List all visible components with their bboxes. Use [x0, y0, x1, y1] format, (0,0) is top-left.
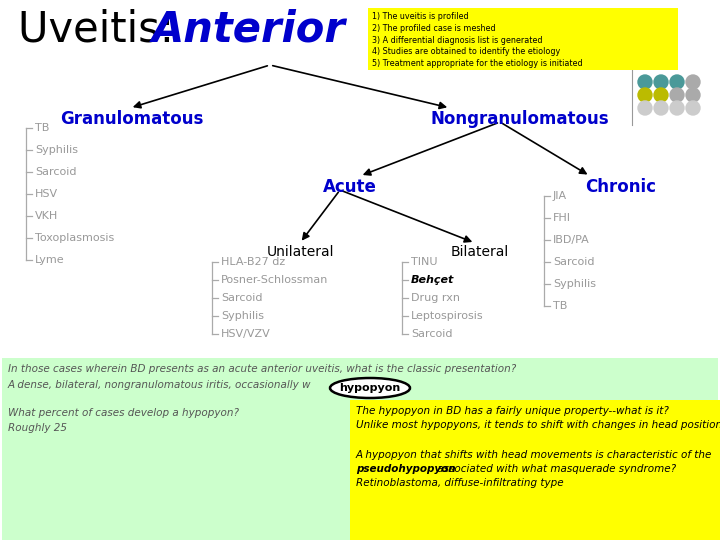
Text: hypopyon: hypopyon	[339, 383, 400, 393]
Text: Sarcoid: Sarcoid	[35, 167, 76, 177]
Text: Syphilis: Syphilis	[553, 279, 596, 289]
Text: Bilateral: Bilateral	[451, 245, 509, 259]
FancyBboxPatch shape	[368, 8, 678, 70]
Text: Drug rxn: Drug rxn	[411, 293, 460, 303]
Text: Granulomatous: Granulomatous	[60, 110, 203, 128]
Circle shape	[686, 75, 700, 89]
Text: What percent of cases develop a hypopyon?: What percent of cases develop a hypopyon…	[8, 408, 239, 418]
Text: Lyme: Lyme	[35, 255, 65, 265]
Text: Toxoplasmosis: Toxoplasmosis	[35, 233, 114, 243]
Text: Nongranulomatous: Nongranulomatous	[430, 110, 608, 128]
Text: Unilateral: Unilateral	[266, 245, 334, 259]
Text: pseudohypopyon: pseudohypopyon	[356, 464, 456, 474]
Circle shape	[670, 75, 684, 89]
Text: Behçet: Behçet	[411, 275, 454, 285]
Text: Anterior: Anterior	[152, 8, 346, 50]
Circle shape	[638, 75, 652, 89]
Text: The hypopyon in BD has a fairly unique property--what is it?: The hypopyon in BD has a fairly unique p…	[356, 406, 669, 416]
Text: HSV: HSV	[35, 189, 58, 199]
Circle shape	[654, 88, 668, 102]
Text: HLA-B27 dz: HLA-B27 dz	[221, 257, 285, 267]
Text: Chronic: Chronic	[585, 178, 656, 196]
Text: Sarcoid: Sarcoid	[221, 293, 263, 303]
Text: Unlike most hypopyons, it tends to shift with changes in head position: Unlike most hypopyons, it tends to shift…	[356, 420, 720, 430]
Circle shape	[638, 88, 652, 102]
Text: TINU: TINU	[411, 257, 438, 267]
Circle shape	[670, 88, 684, 102]
Circle shape	[686, 101, 700, 115]
Circle shape	[686, 88, 700, 102]
FancyBboxPatch shape	[350, 400, 720, 540]
Text: TB: TB	[553, 301, 567, 311]
Text: Acute: Acute	[323, 178, 377, 196]
Text: 1) The uveitis is profiled
2) The profiled case is meshed
3) A differential diag: 1) The uveitis is profiled 2) The profil…	[372, 12, 582, 68]
Text: HSV/VZV: HSV/VZV	[221, 329, 271, 339]
Text: Sarcoid: Sarcoid	[553, 257, 595, 267]
Text: TB: TB	[35, 123, 50, 133]
Circle shape	[670, 101, 684, 115]
Text: IBD/PA: IBD/PA	[553, 235, 590, 245]
Text: Syphilis: Syphilis	[221, 311, 264, 321]
Text: Syphilis: Syphilis	[35, 145, 78, 155]
Text: Leptospirosis: Leptospirosis	[411, 311, 484, 321]
Text: Uveitis:: Uveitis:	[18, 8, 187, 50]
Ellipse shape	[330, 378, 410, 398]
Text: A dense, bilateral, nongranulomatous iritis, occasionally w: A dense, bilateral, nongranulomatous iri…	[8, 380, 312, 390]
Text: JIA: JIA	[553, 191, 567, 201]
Text: VKH: VKH	[35, 211, 58, 221]
Text: Roughly 25: Roughly 25	[8, 423, 67, 433]
Circle shape	[638, 101, 652, 115]
Text: Posner-Schlossman: Posner-Schlossman	[221, 275, 328, 285]
Text: In those cases wherein BD presents as an acute anterior uveitis, what is the cla: In those cases wherein BD presents as an…	[8, 364, 516, 374]
Text: A hypopyon that shifts with head movements is characteristic of the: A hypopyon that shifts with head movemen…	[356, 450, 712, 460]
Text: Sarcoid: Sarcoid	[411, 329, 452, 339]
Circle shape	[654, 75, 668, 89]
Text: FHI: FHI	[553, 213, 571, 223]
Text: associated with what masquerade syndrome?: associated with what masquerade syndrome…	[434, 464, 676, 474]
FancyBboxPatch shape	[2, 358, 718, 540]
Text: Retinoblastoma, diffuse-infiltrating type: Retinoblastoma, diffuse-infiltrating typ…	[356, 478, 564, 488]
Circle shape	[654, 101, 668, 115]
